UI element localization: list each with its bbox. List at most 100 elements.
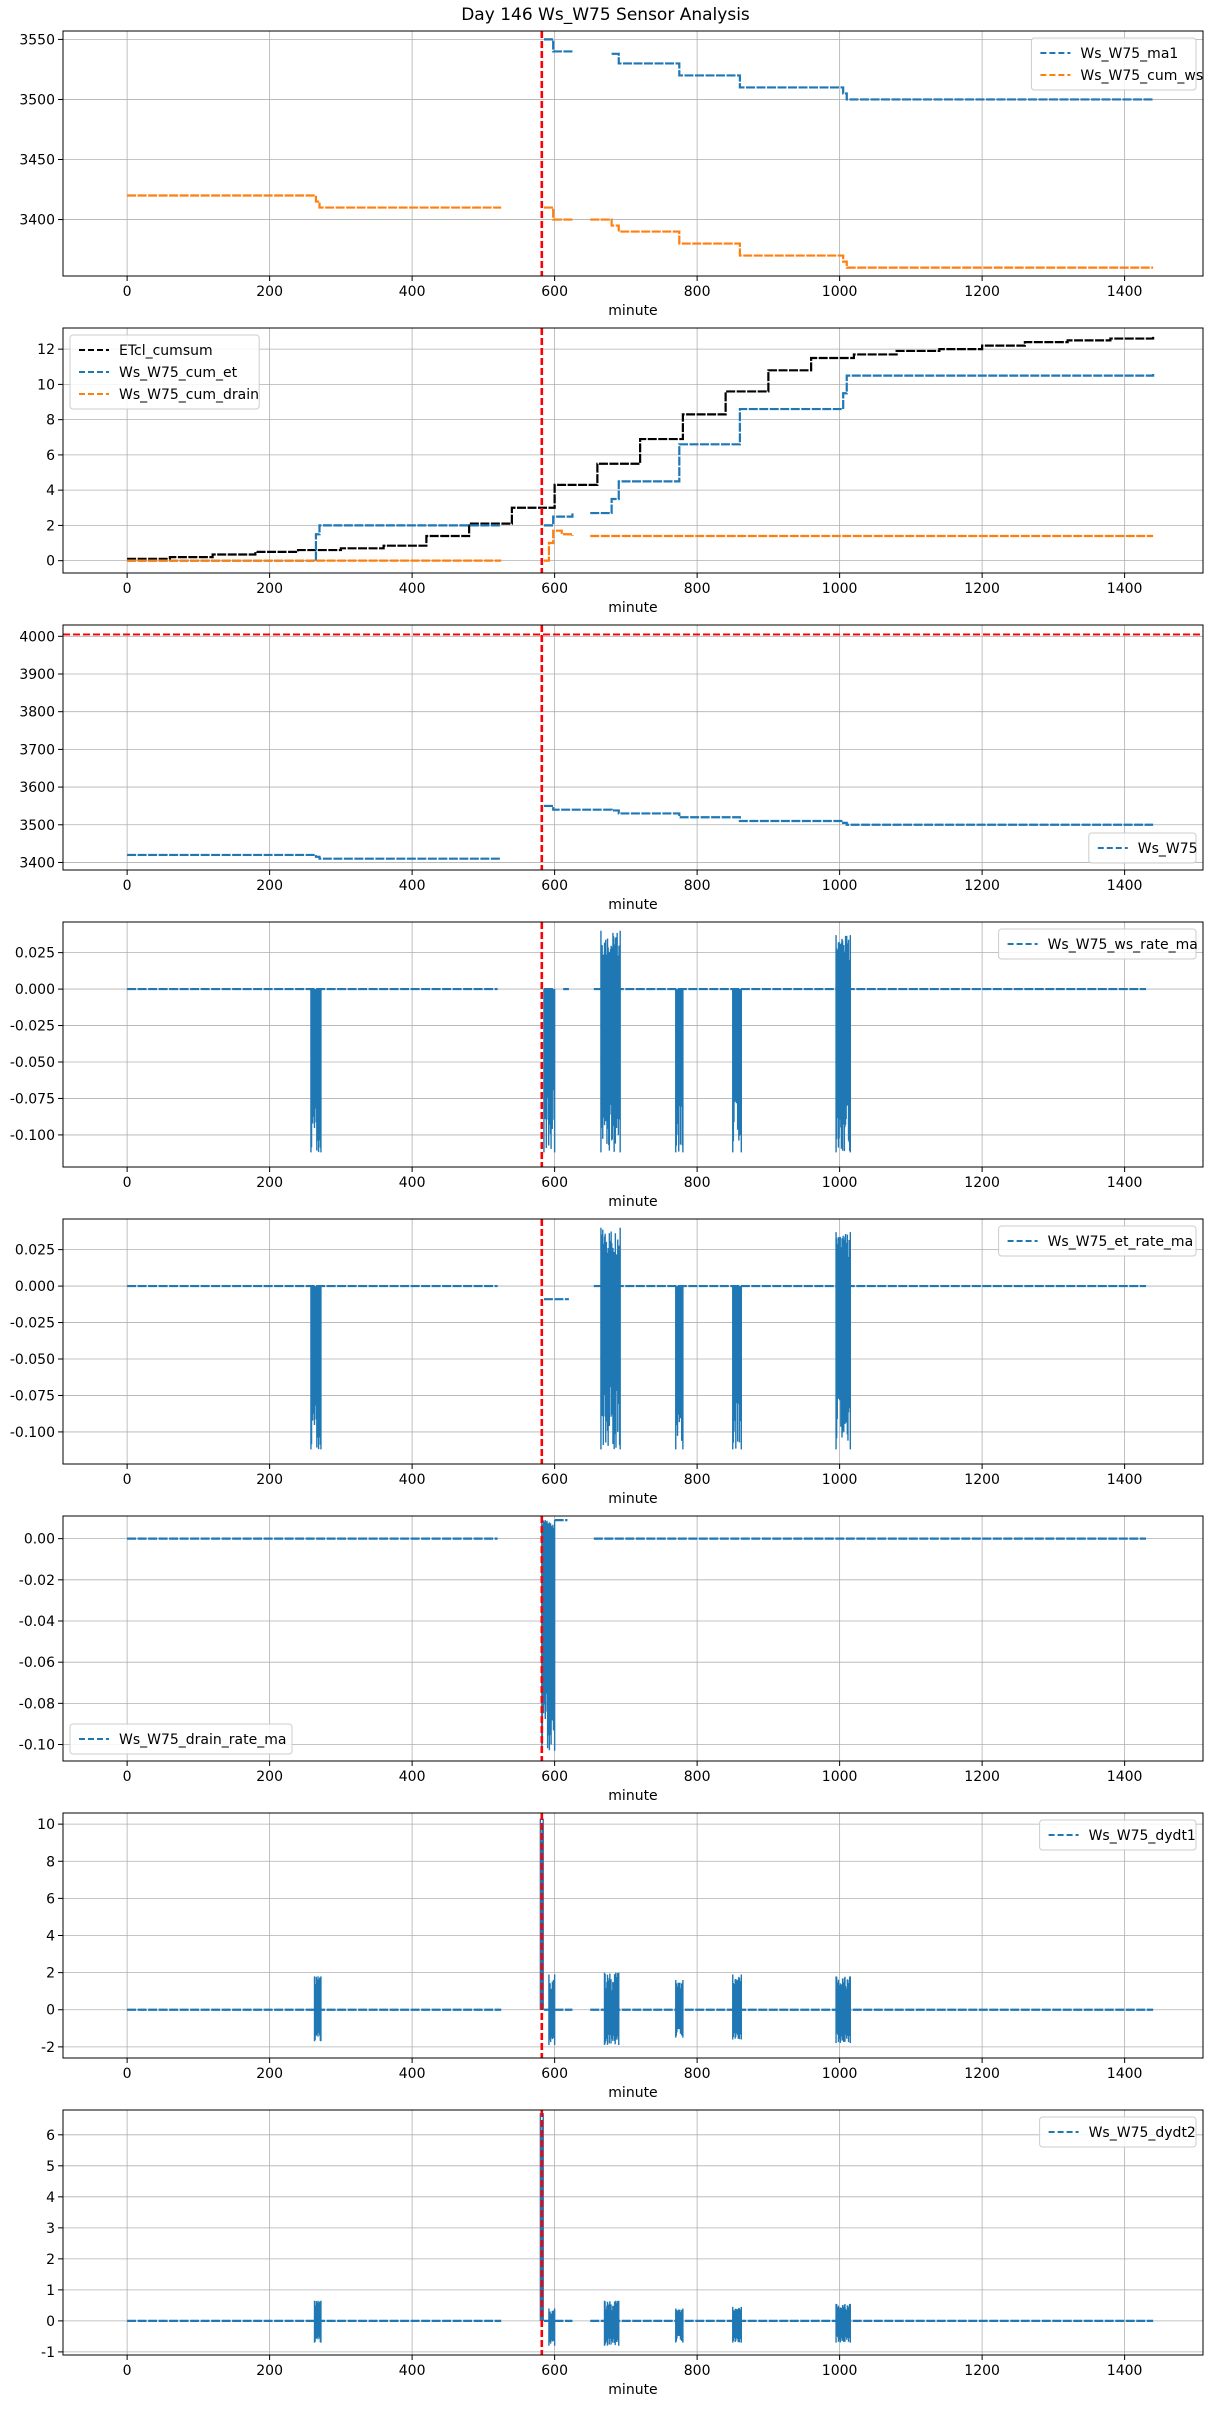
x-tick-label: 1200 xyxy=(964,284,1000,300)
y-tick-label: -2 xyxy=(41,2040,55,2056)
y-tick-label: 1 xyxy=(46,2283,55,2299)
legend-box xyxy=(69,334,260,410)
plot-data xyxy=(127,1818,1154,2046)
axes-frame xyxy=(62,1218,1204,1465)
legend-label: Ws_W75_drain_rate_ma xyxy=(119,1732,286,1748)
x-tick-label: 1400 xyxy=(1107,878,1143,894)
x-tick-label: 0 xyxy=(123,2066,132,2082)
legend-box xyxy=(998,1225,1197,1257)
x-axis-label: minute xyxy=(608,2382,657,2398)
y-tick-label: 12 xyxy=(37,342,55,358)
x-axis-label: minute xyxy=(608,600,657,616)
series-spike-Ws_W75_ws_rate_ma xyxy=(310,989,322,1153)
x-tick-label: 0 xyxy=(123,581,132,597)
x-tick-label: 1200 xyxy=(964,1472,1000,1488)
series-line-Ws_W75_cum_ws xyxy=(543,206,573,221)
y-tick-label: 3400 xyxy=(19,213,55,229)
series-line-Ws_W75_cum_et xyxy=(590,373,1155,515)
x-tick-label: 800 xyxy=(684,284,711,300)
y-tick-label: 3550 xyxy=(19,32,55,48)
y-tick-label: 10 xyxy=(37,1817,55,1833)
y-tick-label: 4 xyxy=(46,1929,55,1945)
series-spike-Ws_W75_dydt2 xyxy=(732,2306,742,2343)
y-tick-label: 4 xyxy=(46,2190,55,2206)
x-tick-label: 200 xyxy=(256,1175,283,1191)
x-axis-label: minute xyxy=(608,1194,657,1210)
y-tick-label: -0.025 xyxy=(10,1316,55,1332)
series-spike-Ws_W75_et_rate_ma xyxy=(675,1286,684,1450)
series-spike-Ws_W75_dydt2 xyxy=(548,2308,556,2346)
series-spike-Ws_W75_drain_rate_ma xyxy=(541,1520,556,1751)
legend-label: Ws_W75_dydt2 xyxy=(1089,2125,1196,2141)
x-tick-label: 1400 xyxy=(1107,2066,1143,2082)
axes-frame xyxy=(62,1515,1204,1762)
series-line-Ws_W75_ma1 xyxy=(543,38,573,53)
y-tick-label: -0.100 xyxy=(10,1425,55,1441)
series-spike-Ws_W75_ws_rate_ma xyxy=(835,935,852,1153)
legend: ETcl_cumsum Ws_W75_cum_et Ws_W75_cum_drain xyxy=(69,334,260,410)
y-tick-label: 0 xyxy=(46,2003,55,2019)
subplot-3: 0 200 400 600 800 1000 1200 1400 3400 3500 3600 370… xyxy=(19,624,1204,913)
legend-label: Ws_W75_cum_ws xyxy=(1080,68,1203,84)
x-tick-label: 200 xyxy=(256,1472,283,1488)
legend: Ws_W75_dydt2 xyxy=(1039,2116,1197,2148)
legend-label: Ws_W75_cum_drain xyxy=(119,387,259,403)
legend: Ws_W75_drain_rate_ma xyxy=(69,1723,293,1755)
series-spike-Ws_W75_dydt2 xyxy=(835,2303,852,2343)
y-tick-label: 2 xyxy=(46,2252,55,2268)
axes-frame xyxy=(62,624,1204,871)
x-tick-label: 200 xyxy=(256,581,283,597)
series-spike-Ws_W75_et_rate_ma xyxy=(835,1232,852,1450)
x-tick-label: 200 xyxy=(256,2363,283,2379)
x-tick-label: 1400 xyxy=(1107,1175,1143,1191)
y-tick-label: 2 xyxy=(46,518,55,534)
x-axis-label: minute xyxy=(608,1788,657,1804)
y-tick-label: -0.075 xyxy=(10,1388,55,1404)
series-line-ETcl_cumsum xyxy=(127,336,1155,560)
series-spike-Ws_W75_et_rate_ma xyxy=(600,1227,621,1450)
x-tick-label: 400 xyxy=(399,581,426,597)
x-tick-label: 800 xyxy=(684,878,711,894)
x-tick-label: 400 xyxy=(399,2066,426,2082)
subplot-4: 0 200 400 600 800 1000 1200 1400 -0.100 -0.075 -0.… xyxy=(10,921,1204,1210)
x-tick-label: 400 xyxy=(399,1175,426,1191)
x-tick-label: 1200 xyxy=(964,1769,1000,1785)
y-tick-label: 0.025 xyxy=(15,946,55,962)
x-tick-label: 600 xyxy=(541,1769,568,1785)
series-spike-Ws_W75_dydt2 xyxy=(675,2308,684,2343)
x-tick-label: 400 xyxy=(399,1472,426,1488)
y-tick-label: -0.025 xyxy=(10,1019,55,1035)
x-tick-label: 600 xyxy=(541,2363,568,2379)
y-tick-label: -0.02 xyxy=(19,1573,55,1589)
legend: Ws_W75 xyxy=(1088,832,1198,864)
y-tick-label: 8 xyxy=(46,413,55,429)
x-tick-label: 600 xyxy=(541,581,568,597)
y-tick-label: -0.06 xyxy=(19,1655,55,1671)
y-tick-label: 3500 xyxy=(19,818,55,834)
x-tick-label: 200 xyxy=(256,284,283,300)
x-tick-label: 1400 xyxy=(1107,1472,1143,1488)
y-tick-label: -0.10 xyxy=(19,1738,55,1754)
y-tick-label: -0.08 xyxy=(19,1696,55,1712)
y-tick-label: 3800 xyxy=(19,705,55,721)
y-tick-label: 8 xyxy=(46,1854,55,1870)
x-tick-label: 1400 xyxy=(1107,284,1143,300)
x-tick-label: 0 xyxy=(123,1472,132,1488)
axes-frame xyxy=(62,327,1204,574)
x-tick-label: 600 xyxy=(541,1472,568,1488)
x-tick-label: 200 xyxy=(256,878,283,894)
x-tick-label: 1200 xyxy=(964,2066,1000,2082)
y-tick-label: 6 xyxy=(46,1891,55,1907)
legend-label: Ws_W75 xyxy=(1138,841,1198,857)
y-tick-label: 3700 xyxy=(19,742,55,758)
x-tick-label: 800 xyxy=(684,1769,711,1785)
y-tick-label: 6 xyxy=(46,448,55,464)
legend-box xyxy=(69,1723,293,1755)
legend-label: Ws_W75_ma1 xyxy=(1080,46,1178,62)
y-tick-label: 3600 xyxy=(19,780,55,796)
series-spike-Ws_W75_ws_rate_ma xyxy=(732,989,742,1153)
subplot-1: 0 200 400 600 800 1000 1200 1400 3400 3450 3500 355… xyxy=(19,30,1204,319)
x-axis-label: minute xyxy=(608,1491,657,1507)
series-line-Ws_W75_cum_et xyxy=(543,513,574,527)
